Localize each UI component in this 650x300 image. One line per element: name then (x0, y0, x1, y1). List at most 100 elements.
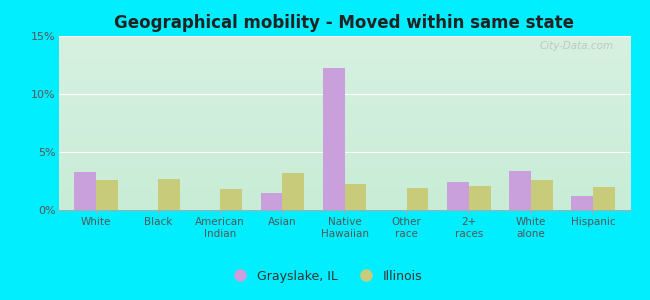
Bar (58, 185, 630, 186)
Bar (58, 163, 630, 164)
Bar (58, 105, 630, 106)
Bar (58, 92, 630, 93)
Bar (58, 110, 630, 111)
Bar (58, 192, 630, 193)
Bar (58, 201, 630, 202)
Bar (58, 86, 630, 87)
Bar (58, 120, 630, 121)
Bar (58, 97, 630, 98)
Bar (58, 205, 630, 206)
Bar (58, 57, 630, 58)
Bar (58, 148, 630, 149)
Bar (58, 170, 630, 171)
Bar (58, 150, 630, 151)
Bar (58, 51, 630, 52)
Bar (58, 38, 630, 39)
Bar (58, 195, 630, 196)
Bar (58, 143, 630, 144)
Bar (58, 118, 630, 119)
Bar (58, 190, 630, 191)
Bar (571, 196, 593, 210)
Bar (58, 146, 630, 147)
Bar (58, 128, 630, 129)
Bar (58, 55, 630, 56)
Bar (344, 184, 366, 210)
Bar (58, 103, 630, 104)
Bar (58, 116, 630, 117)
Bar (58, 161, 630, 162)
Bar (58, 179, 630, 180)
Bar (58, 119, 630, 120)
Bar (58, 186, 630, 187)
Bar (58, 104, 630, 105)
Bar (58, 171, 630, 172)
Bar (58, 198, 630, 199)
Bar (58, 67, 630, 68)
Bar (58, 123, 630, 124)
Bar (58, 184, 630, 185)
Bar (58, 162, 630, 163)
Bar (58, 166, 630, 167)
Bar (58, 49, 630, 50)
Bar (58, 37, 630, 38)
Bar (58, 85, 630, 86)
Bar (58, 191, 630, 192)
Bar (58, 176, 630, 177)
Bar (58, 147, 630, 148)
Bar (58, 80, 630, 81)
Bar (58, 131, 630, 132)
Bar (58, 136, 630, 137)
Bar (58, 85, 630, 86)
Bar (58, 100, 630, 101)
Bar (58, 115, 630, 116)
Bar (58, 121, 630, 122)
Bar (58, 194, 630, 195)
Bar (96, 180, 118, 210)
Bar (58, 99, 630, 100)
Bar (158, 179, 180, 210)
Bar (58, 164, 630, 165)
Bar (58, 181, 630, 182)
Bar (58, 117, 630, 118)
Bar (58, 59, 630, 60)
Bar (58, 87, 630, 88)
Bar (58, 132, 630, 133)
Bar (58, 199, 630, 200)
Bar (58, 177, 630, 178)
Bar (58, 155, 630, 156)
Bar (58, 209, 630, 210)
Bar (220, 189, 242, 210)
Bar (58, 112, 630, 113)
Bar (58, 141, 630, 142)
Title: Geographical mobility - Moved within same state: Geographical mobility - Moved within sam… (114, 14, 575, 32)
Bar (58, 42, 630, 43)
Bar (58, 172, 630, 173)
Bar (58, 65, 630, 66)
Bar (58, 173, 630, 174)
Bar (58, 60, 630, 61)
Bar (58, 45, 630, 46)
Bar (58, 73, 630, 74)
Bar (58, 138, 630, 139)
Bar (58, 78, 630, 79)
Bar (58, 188, 630, 189)
Bar (509, 171, 531, 210)
Bar (58, 154, 630, 155)
Bar (58, 168, 630, 169)
Bar (58, 156, 630, 157)
Bar (58, 193, 630, 194)
Bar (58, 36, 630, 37)
Bar (323, 68, 345, 210)
Bar (58, 48, 630, 49)
Bar (58, 84, 630, 85)
Bar (58, 189, 630, 190)
Bar (58, 71, 630, 72)
Bar (58, 93, 630, 94)
Bar (282, 173, 304, 210)
Bar (58, 130, 630, 131)
Bar (58, 102, 630, 103)
Bar (58, 61, 630, 62)
Bar (407, 188, 428, 210)
Bar (58, 206, 630, 207)
Bar (58, 53, 630, 54)
